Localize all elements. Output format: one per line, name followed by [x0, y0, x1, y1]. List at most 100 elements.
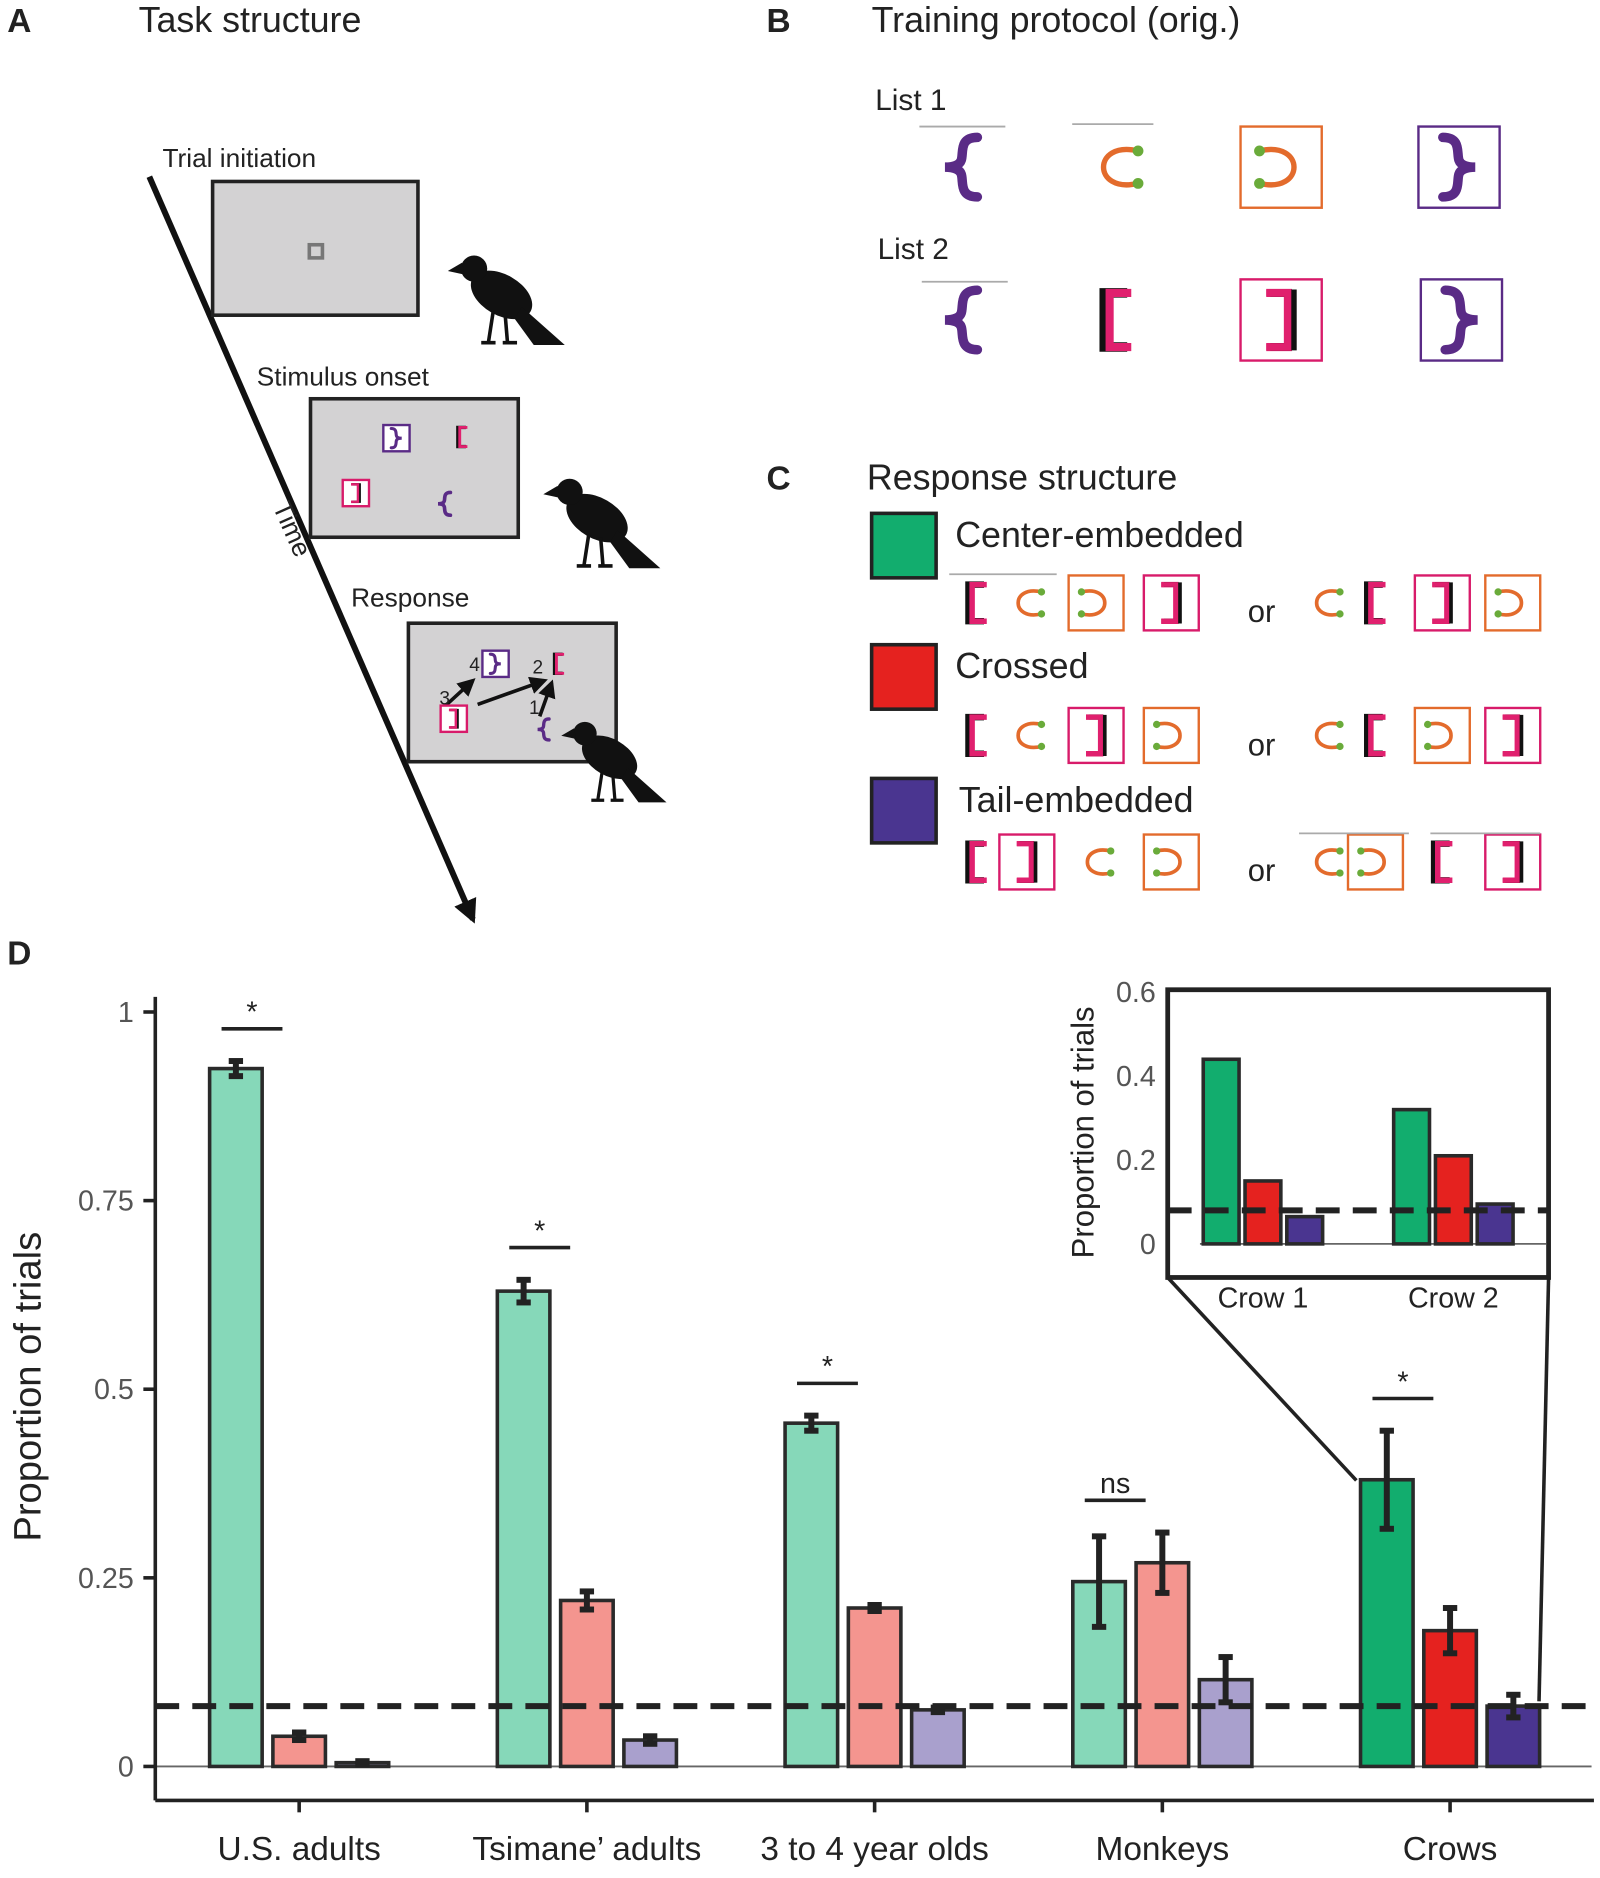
y-tick-label: 0.5 [94, 1374, 134, 1406]
stimulus [1434, 844, 1452, 881]
panel-letter: D [7, 936, 31, 973]
significance-label: * [822, 1351, 833, 1383]
panel-title: Training protocol (orig.) [872, 0, 1241, 40]
stimulus-frame [1484, 574, 1542, 632]
significance-label: * [246, 997, 257, 1029]
order-label: 4 [469, 655, 480, 676]
error-bar [1442, 1605, 1458, 1657]
response-arrow [477, 676, 548, 707]
response-arrow [443, 678, 476, 709]
stimulus [1016, 718, 1047, 752]
stimulus [1104, 145, 1144, 188]
or-label: or [1248, 853, 1276, 888]
error-bar [1379, 1427, 1394, 1532]
error-bar [643, 1733, 658, 1747]
panel-letter: C [767, 460, 791, 497]
error-bar [516, 1276, 531, 1306]
error-bar [804, 1412, 819, 1434]
stimulus [968, 844, 986, 881]
bar [846, 1606, 903, 1769]
error-bar [579, 1588, 595, 1613]
error-bar [1218, 1654, 1233, 1706]
or-label: or [1248, 728, 1276, 763]
bar [1201, 1057, 1241, 1246]
legend-swatch [869, 642, 938, 711]
stimulus [1367, 717, 1385, 754]
x-tick-label: Crows [1403, 1831, 1498, 1868]
step-label: Stimulus onset [257, 362, 430, 392]
time-arrow [146, 175, 477, 924]
bar [1433, 1153, 1474, 1246]
stimulus [968, 585, 986, 622]
bar [1285, 1214, 1325, 1246]
y-tick-label: 0.6 [1116, 977, 1156, 1009]
stimulus [945, 137, 977, 197]
stimulus-frame [1346, 833, 1405, 891]
inset-connector [1537, 1277, 1551, 1702]
stimulus [1104, 293, 1131, 347]
list-label: List 2 [878, 233, 949, 266]
list-label: List 1 [875, 84, 946, 117]
step-label: Trial initiation [162, 143, 316, 173]
significance-label: ns [1100, 1468, 1130, 1500]
panel-title: Response structure [867, 457, 1177, 497]
stimulus [968, 717, 986, 754]
y-axis-label: Proportion of trials [7, 1232, 50, 1542]
bar [207, 1066, 264, 1769]
crow [543, 476, 663, 571]
order-label: 2 [533, 657, 544, 678]
bar [783, 1421, 840, 1769]
stimulus-frame [1142, 833, 1200, 891]
y-tick-label: 0.75 [78, 1186, 134, 1218]
significance-label: * [1397, 1366, 1408, 1398]
stimulus [945, 290, 977, 350]
bar [558, 1598, 615, 1769]
x-tick-label: Crow 1 [1218, 1282, 1309, 1314]
x-tick-label: Tsimane’ adults [472, 1831, 701, 1868]
error-bar [1091, 1533, 1107, 1630]
bar [495, 1289, 552, 1769]
stimulus [1085, 845, 1117, 879]
y-tick-label: 0.25 [78, 1563, 134, 1595]
crow [447, 253, 567, 347]
legend-label: Center-embedded [955, 515, 1244, 555]
order-label: 1 [529, 698, 540, 719]
screen [308, 396, 521, 540]
order-label: 3 [439, 688, 450, 709]
panel-letter: A [7, 3, 31, 40]
significance-label: * [534, 1215, 545, 1247]
inset-connector [1166, 1276, 1358, 1482]
error-bar [291, 1729, 307, 1744]
x-tick-label: Monkeys [1096, 1831, 1230, 1868]
start-key [307, 242, 325, 260]
panel-title: Task structure [139, 0, 362, 40]
legend-label: Crossed [955, 646, 1088, 686]
stimulus-frame [1142, 706, 1200, 765]
x-tick-label: 3 to 4 year olds [760, 1831, 988, 1868]
legend-label: Tail-embedded [959, 780, 1194, 820]
y-axis-label: Proportion of trials [1066, 1007, 1101, 1259]
stimulus [1314, 586, 1346, 620]
x-tick-label: U.S. adults [217, 1831, 380, 1868]
y-tick-label: 0 [118, 1751, 134, 1783]
error-bar [1506, 1691, 1521, 1721]
stimulus-frame [1239, 125, 1323, 209]
x-tick-label: Crow 2 [1408, 1282, 1499, 1314]
or-label: or [1248, 594, 1276, 629]
response-arrow [538, 679, 556, 717]
screen [210, 179, 420, 317]
error-bar [867, 1602, 882, 1615]
y-tick-label: 0.2 [1116, 1145, 1156, 1177]
error-bar [355, 1758, 370, 1768]
stimulus-frame [1067, 574, 1125, 632]
legend-swatch [869, 776, 938, 845]
stimulus-frame [1413, 706, 1471, 765]
bar [1391, 1107, 1432, 1246]
stimulus [1367, 585, 1385, 622]
bar [909, 1708, 966, 1769]
panel-letter: B [767, 3, 791, 40]
stimulus [1314, 845, 1346, 879]
y-tick-label: 1 [118, 997, 134, 1029]
